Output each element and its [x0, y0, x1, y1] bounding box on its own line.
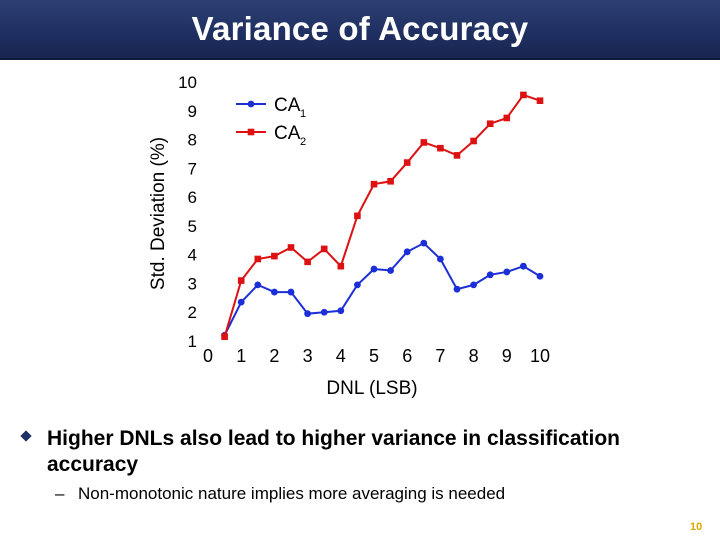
data-point — [320, 245, 328, 253]
data-point — [337, 262, 345, 270]
data-point — [403, 248, 411, 256]
data-point — [470, 137, 477, 145]
x-tick-label: 2 — [269, 346, 279, 366]
data-point — [354, 281, 361, 289]
data-point — [486, 120, 494, 128]
data-point — [337, 307, 345, 315]
data-point — [287, 244, 295, 251]
data-point — [503, 268, 511, 276]
main-bullet-text: Higher DNLs also lead to higher variance… — [47, 427, 620, 476]
y-tick-label: 8 — [188, 131, 197, 150]
data-point — [370, 180, 378, 188]
legend-marker — [247, 128, 255, 136]
data-point — [304, 310, 311, 318]
data-point — [420, 139, 428, 146]
data-point — [503, 114, 511, 122]
data-point — [320, 308, 328, 316]
y-tick-label: 10 — [178, 73, 197, 92]
data-point — [354, 212, 361, 220]
y-tick-label: 7 — [188, 159, 197, 178]
y-axis-label: Std. Deviation (%) — [148, 137, 169, 290]
y-tick-label: 6 — [188, 188, 197, 207]
x-tick-label: 4 — [336, 346, 346, 366]
data-point — [254, 281, 262, 289]
y-tick-label: 4 — [188, 246, 197, 265]
data-point — [437, 144, 444, 152]
data-point — [536, 272, 544, 280]
x-tick-label: 9 — [502, 346, 512, 366]
y-tick-label: 9 — [188, 102, 197, 121]
legend-label: CA — [274, 95, 301, 116]
sub-bullet-text: Non-monotonic nature implies more averag… — [78, 484, 506, 503]
sub-bullet-dash: – — [55, 484, 65, 503]
data-point — [254, 255, 262, 263]
legend-label-subscript: 1 — [300, 108, 306, 120]
y-tick-label: 5 — [188, 217, 197, 236]
data-point — [237, 298, 245, 306]
data-point — [370, 265, 378, 273]
x-tick-label: 1 — [236, 346, 246, 366]
data-point — [287, 288, 295, 296]
x-tick-label: 3 — [303, 346, 313, 366]
data-point — [403, 159, 411, 166]
slide-title: Variance of Accuracy — [191, 10, 529, 47]
data-point — [221, 333, 228, 340]
y-tick-label: 2 — [188, 303, 197, 322]
x-tick-label: 6 — [402, 346, 412, 366]
x-tick-label: 0 — [203, 346, 213, 366]
data-point — [387, 177, 394, 185]
data-point — [453, 152, 461, 159]
legend-marker — [247, 100, 255, 108]
x-tick-label: 5 — [369, 346, 379, 366]
x-tick-label: 7 — [435, 346, 445, 366]
y-tick-label: 3 — [188, 274, 197, 293]
data-point — [470, 281, 477, 289]
x-tick-label: 8 — [469, 346, 479, 366]
data-point — [453, 285, 461, 293]
data-point — [520, 262, 527, 270]
data-point — [520, 91, 527, 99]
data-point — [420, 239, 428, 247]
data-point — [536, 97, 544, 105]
series-line — [223, 93, 541, 337]
title-bar: Variance of Accuracy — [0, 0, 720, 60]
data-point — [237, 277, 245, 284]
data-point — [271, 288, 278, 296]
data-point — [387, 267, 394, 274]
data-point — [486, 271, 494, 279]
data-point — [304, 258, 311, 266]
legend-label-subscript: 2 — [300, 136, 306, 148]
x-tick-label: 10 — [530, 346, 550, 366]
legend-label: CA — [274, 123, 301, 144]
data-point — [271, 252, 278, 260]
page-number: 10 — [690, 521, 703, 533]
x-axis-label: DNL (LSB) — [326, 378, 417, 399]
y-tick-label: 1 — [188, 332, 197, 351]
data-point — [437, 255, 444, 263]
